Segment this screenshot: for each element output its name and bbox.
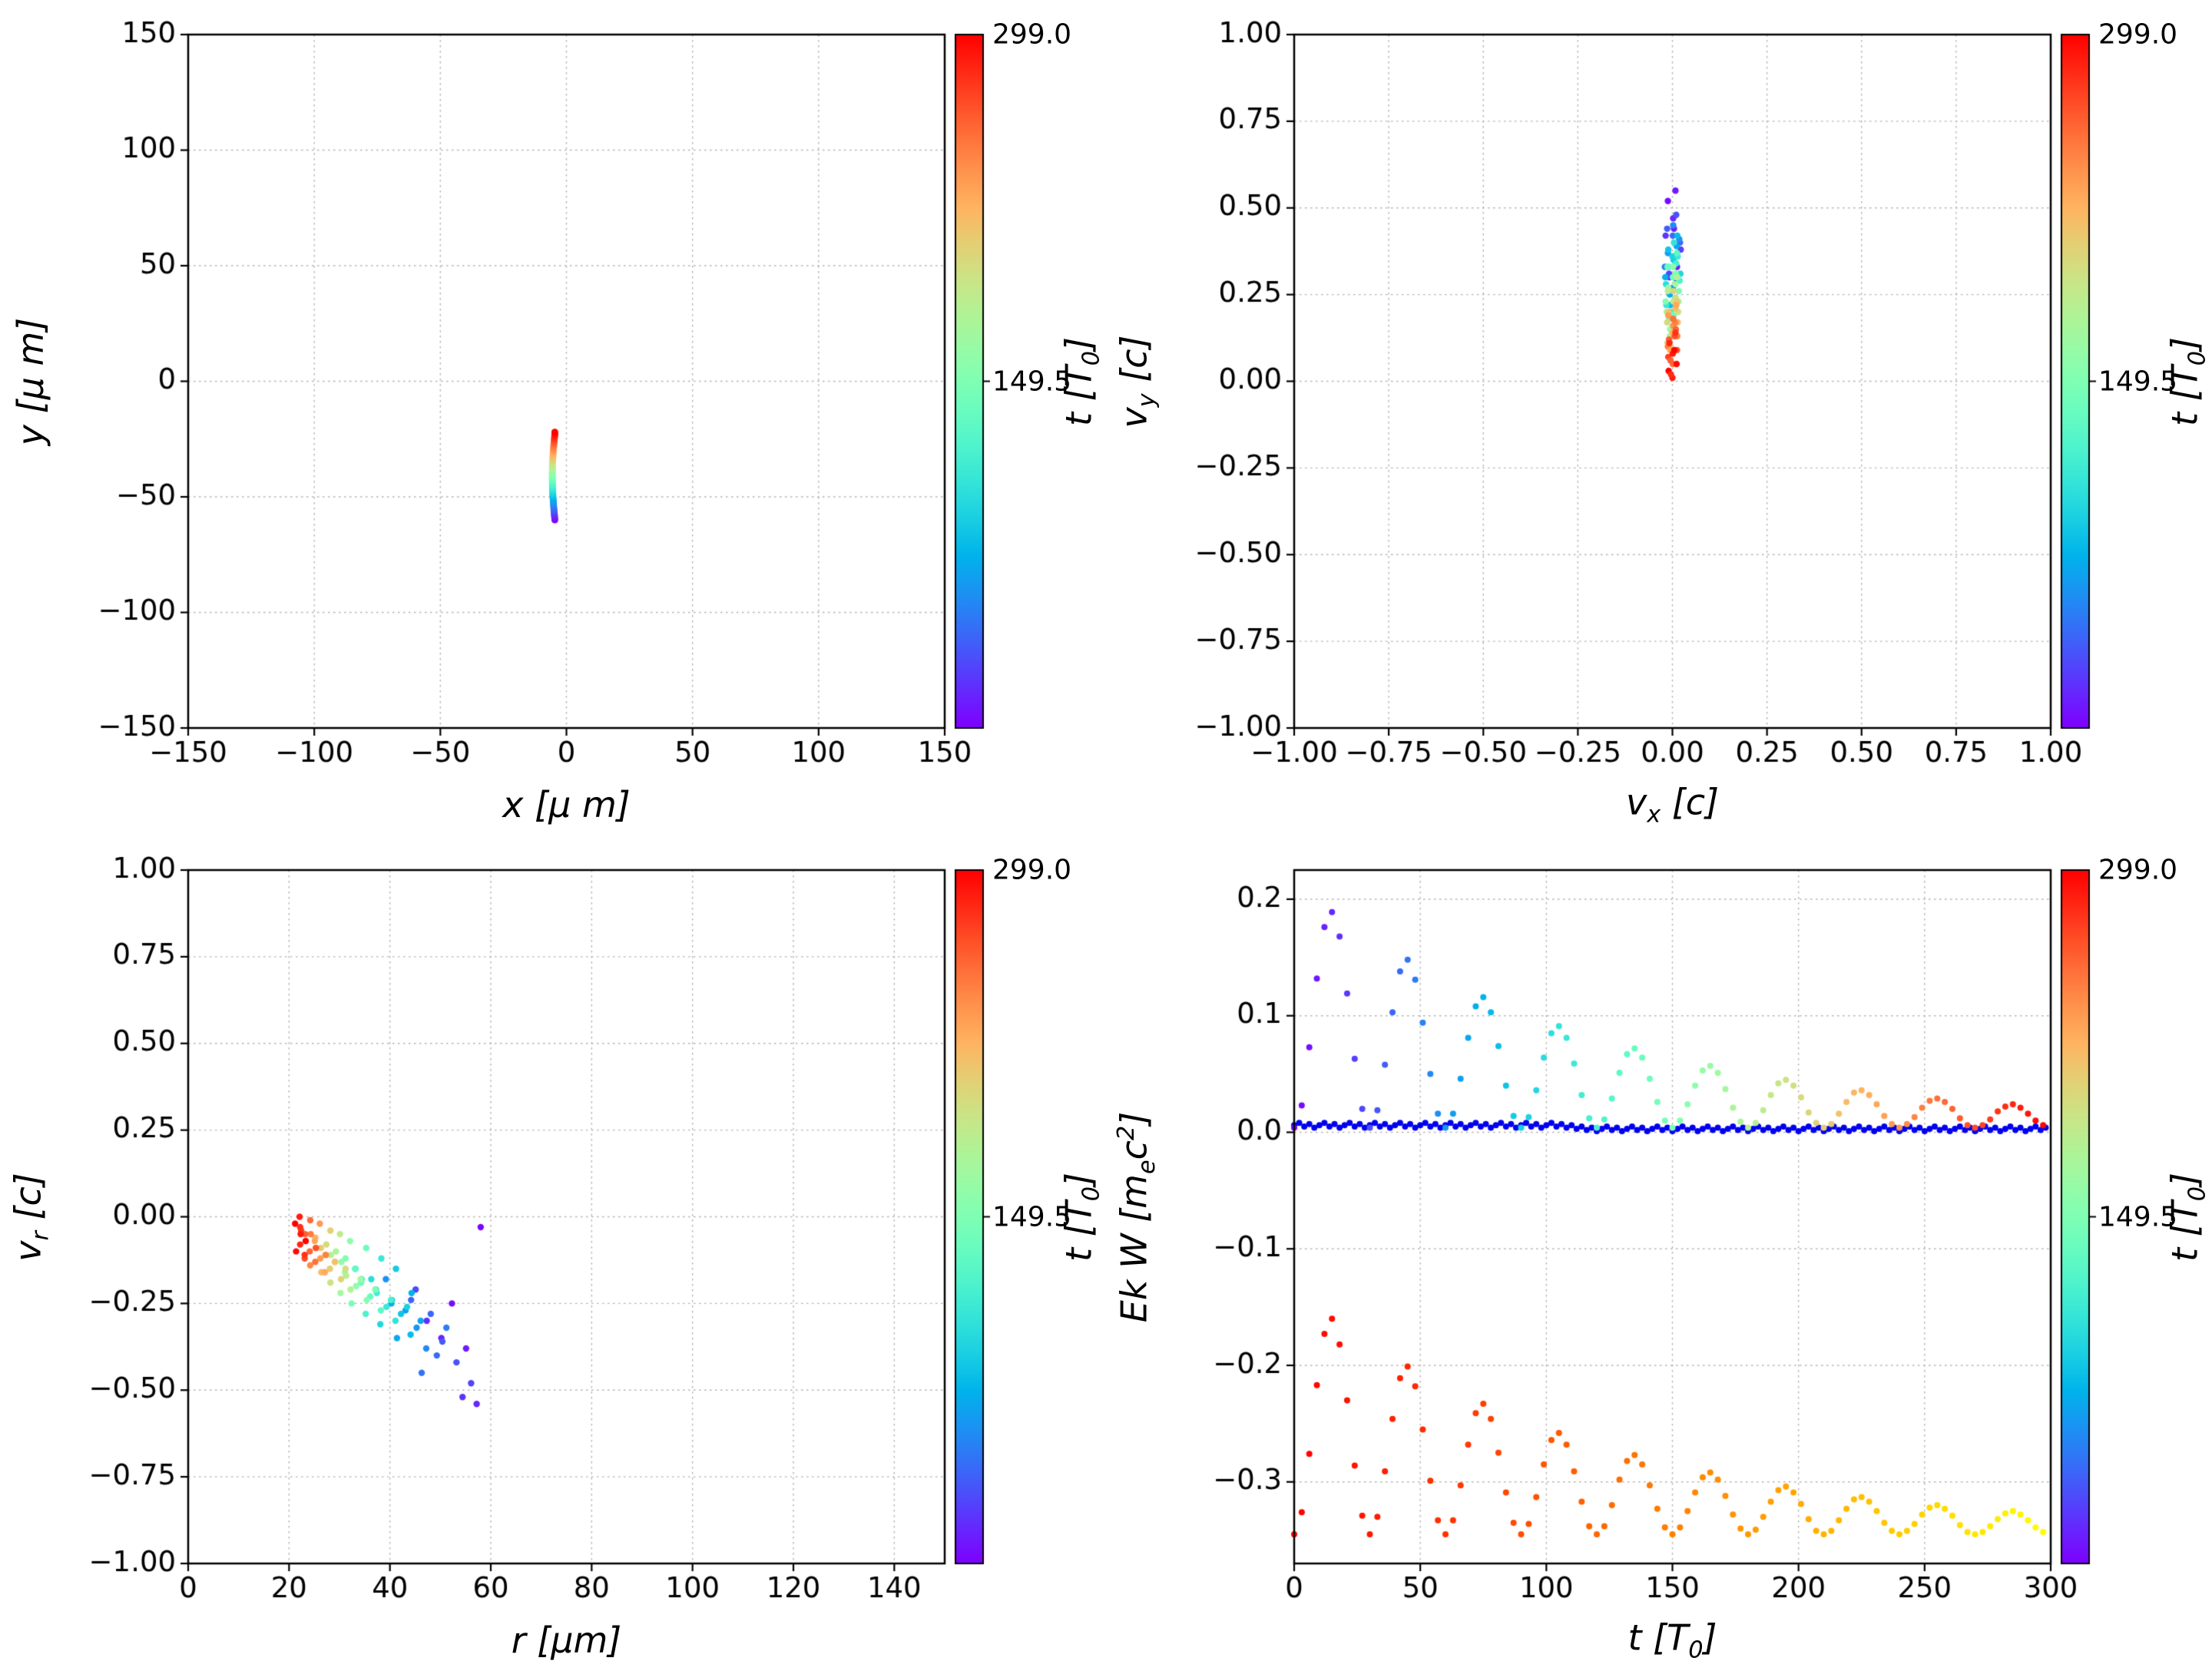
figure: x [μ m] y [μ m] t [T0] 299.0 149.5 vx [c] vy […: [0, 0, 2212, 1671]
figure-canvas: [0, 0, 2212, 1671]
